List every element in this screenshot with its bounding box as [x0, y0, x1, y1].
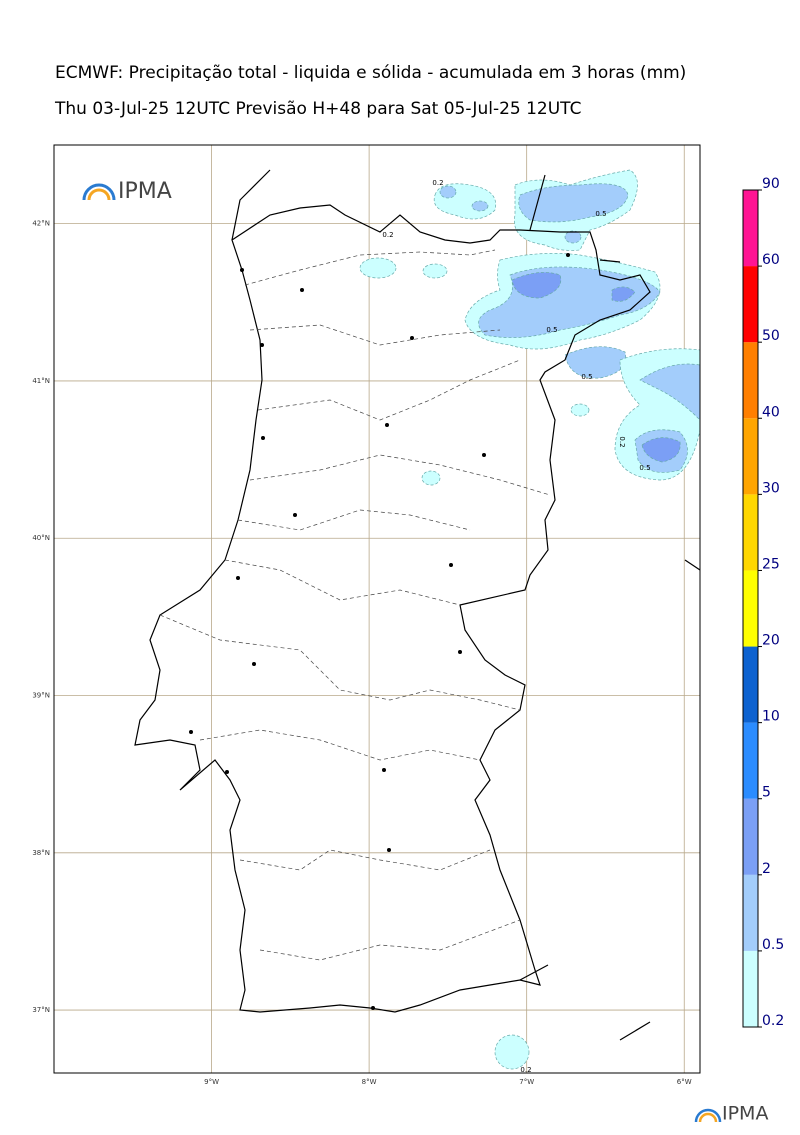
y-tick-label: 37°N	[32, 1006, 50, 1014]
x-tick-label: 8°W	[362, 1078, 377, 1086]
graticule: 9°W 8°W 7°W 6°W 42°N 41°N 40°N 39°N 38°N 37°N	[32, 145, 700, 1086]
colorbar-label: 25	[762, 556, 780, 572]
x-tick-label: 7°W	[519, 1078, 534, 1086]
colorbar-segment	[743, 190, 758, 267]
colorbar-segment	[743, 494, 758, 571]
contour-label: 0.5	[546, 326, 557, 334]
logo: IPMA IPMA	[82, 179, 768, 1125]
y-tick-label: 38°N	[32, 849, 50, 857]
colorbar-segment	[743, 570, 758, 647]
contour-labels: 0.2 0.5 0.2 0.5 0.5 0.2 0.5 0.2	[382, 179, 650, 1074]
precipitation	[359, 169, 701, 1070]
title: ECMWF: Precipitação total - liquida e só…	[55, 63, 686, 83]
colorbar-segment	[743, 418, 758, 495]
y-tick-label: 40°N	[32, 534, 50, 542]
map-frame	[53, 144, 701, 1074]
colorbar-frame	[742, 189, 759, 1028]
x-tick-label: 6°W	[677, 1078, 692, 1086]
colorbar-label: 10	[762, 709, 780, 725]
contour-label: 0.5	[581, 373, 592, 381]
contour-label: 0.2	[382, 231, 393, 239]
colorbar-segment	[743, 798, 758, 875]
coastline	[134, 169, 701, 1041]
contour-label: 0.2	[618, 436, 626, 447]
contour-label: 0.5	[639, 464, 650, 472]
subtitle: Thu 03-Jul-25 12UTC Previsão H+48 para S…	[54, 99, 581, 119]
logo-text: IPMA	[118, 179, 172, 204]
colorbar-label: 0.5	[762, 937, 784, 953]
contour-label: 0.2	[432, 179, 443, 187]
x-tick-label: 9°W	[204, 1078, 219, 1086]
colorbar-segment	[743, 874, 758, 951]
y-tick-label: 39°N	[32, 692, 50, 700]
contour-label: 0.2	[520, 1066, 531, 1074]
colorbar-label: 5	[762, 785, 771, 801]
colorbar-label: 40	[762, 404, 780, 420]
colorbar-segment	[743, 722, 758, 799]
colorbar-segment	[743, 266, 758, 343]
y-tick-label: 42°N	[32, 220, 50, 228]
colorbar-segment	[743, 342, 758, 419]
colorbar-label: 60	[762, 252, 780, 268]
colorbar-label: 90	[762, 176, 780, 192]
colorbar-segment	[743, 646, 758, 723]
colorbar-label: 2	[762, 861, 771, 877]
contour-label: 0.5	[595, 210, 606, 218]
colorbar-label: 0.2	[762, 1013, 784, 1029]
y-tick-label: 41°N	[32, 377, 50, 385]
district-borders	[159, 249, 551, 961]
logo-text: IPMA	[722, 1103, 768, 1125]
colorbar-label: 50	[762, 328, 780, 344]
colorbar-label: 30	[762, 480, 780, 496]
colorbar-segment	[743, 950, 758, 1027]
colorbar-label: 20	[762, 633, 780, 649]
cities	[189, 253, 570, 1010]
